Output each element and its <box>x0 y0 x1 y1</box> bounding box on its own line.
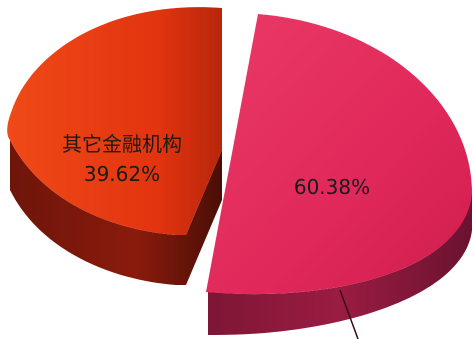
slice-other-financial-value: 39.62% <box>84 162 160 186</box>
slice-main-top <box>206 14 472 295</box>
slice-main-leader-line <box>339 289 359 339</box>
slice-other-financial <box>7 7 222 285</box>
slice-other-financial-name: 其它金融机构 <box>62 132 182 156</box>
slice-other-financial-top <box>7 7 222 235</box>
slice-main-side <box>208 190 472 336</box>
slice-other-financial-side <box>10 140 222 285</box>
slice-main <box>206 14 472 339</box>
slice-main-value: 60.38% <box>294 175 370 199</box>
